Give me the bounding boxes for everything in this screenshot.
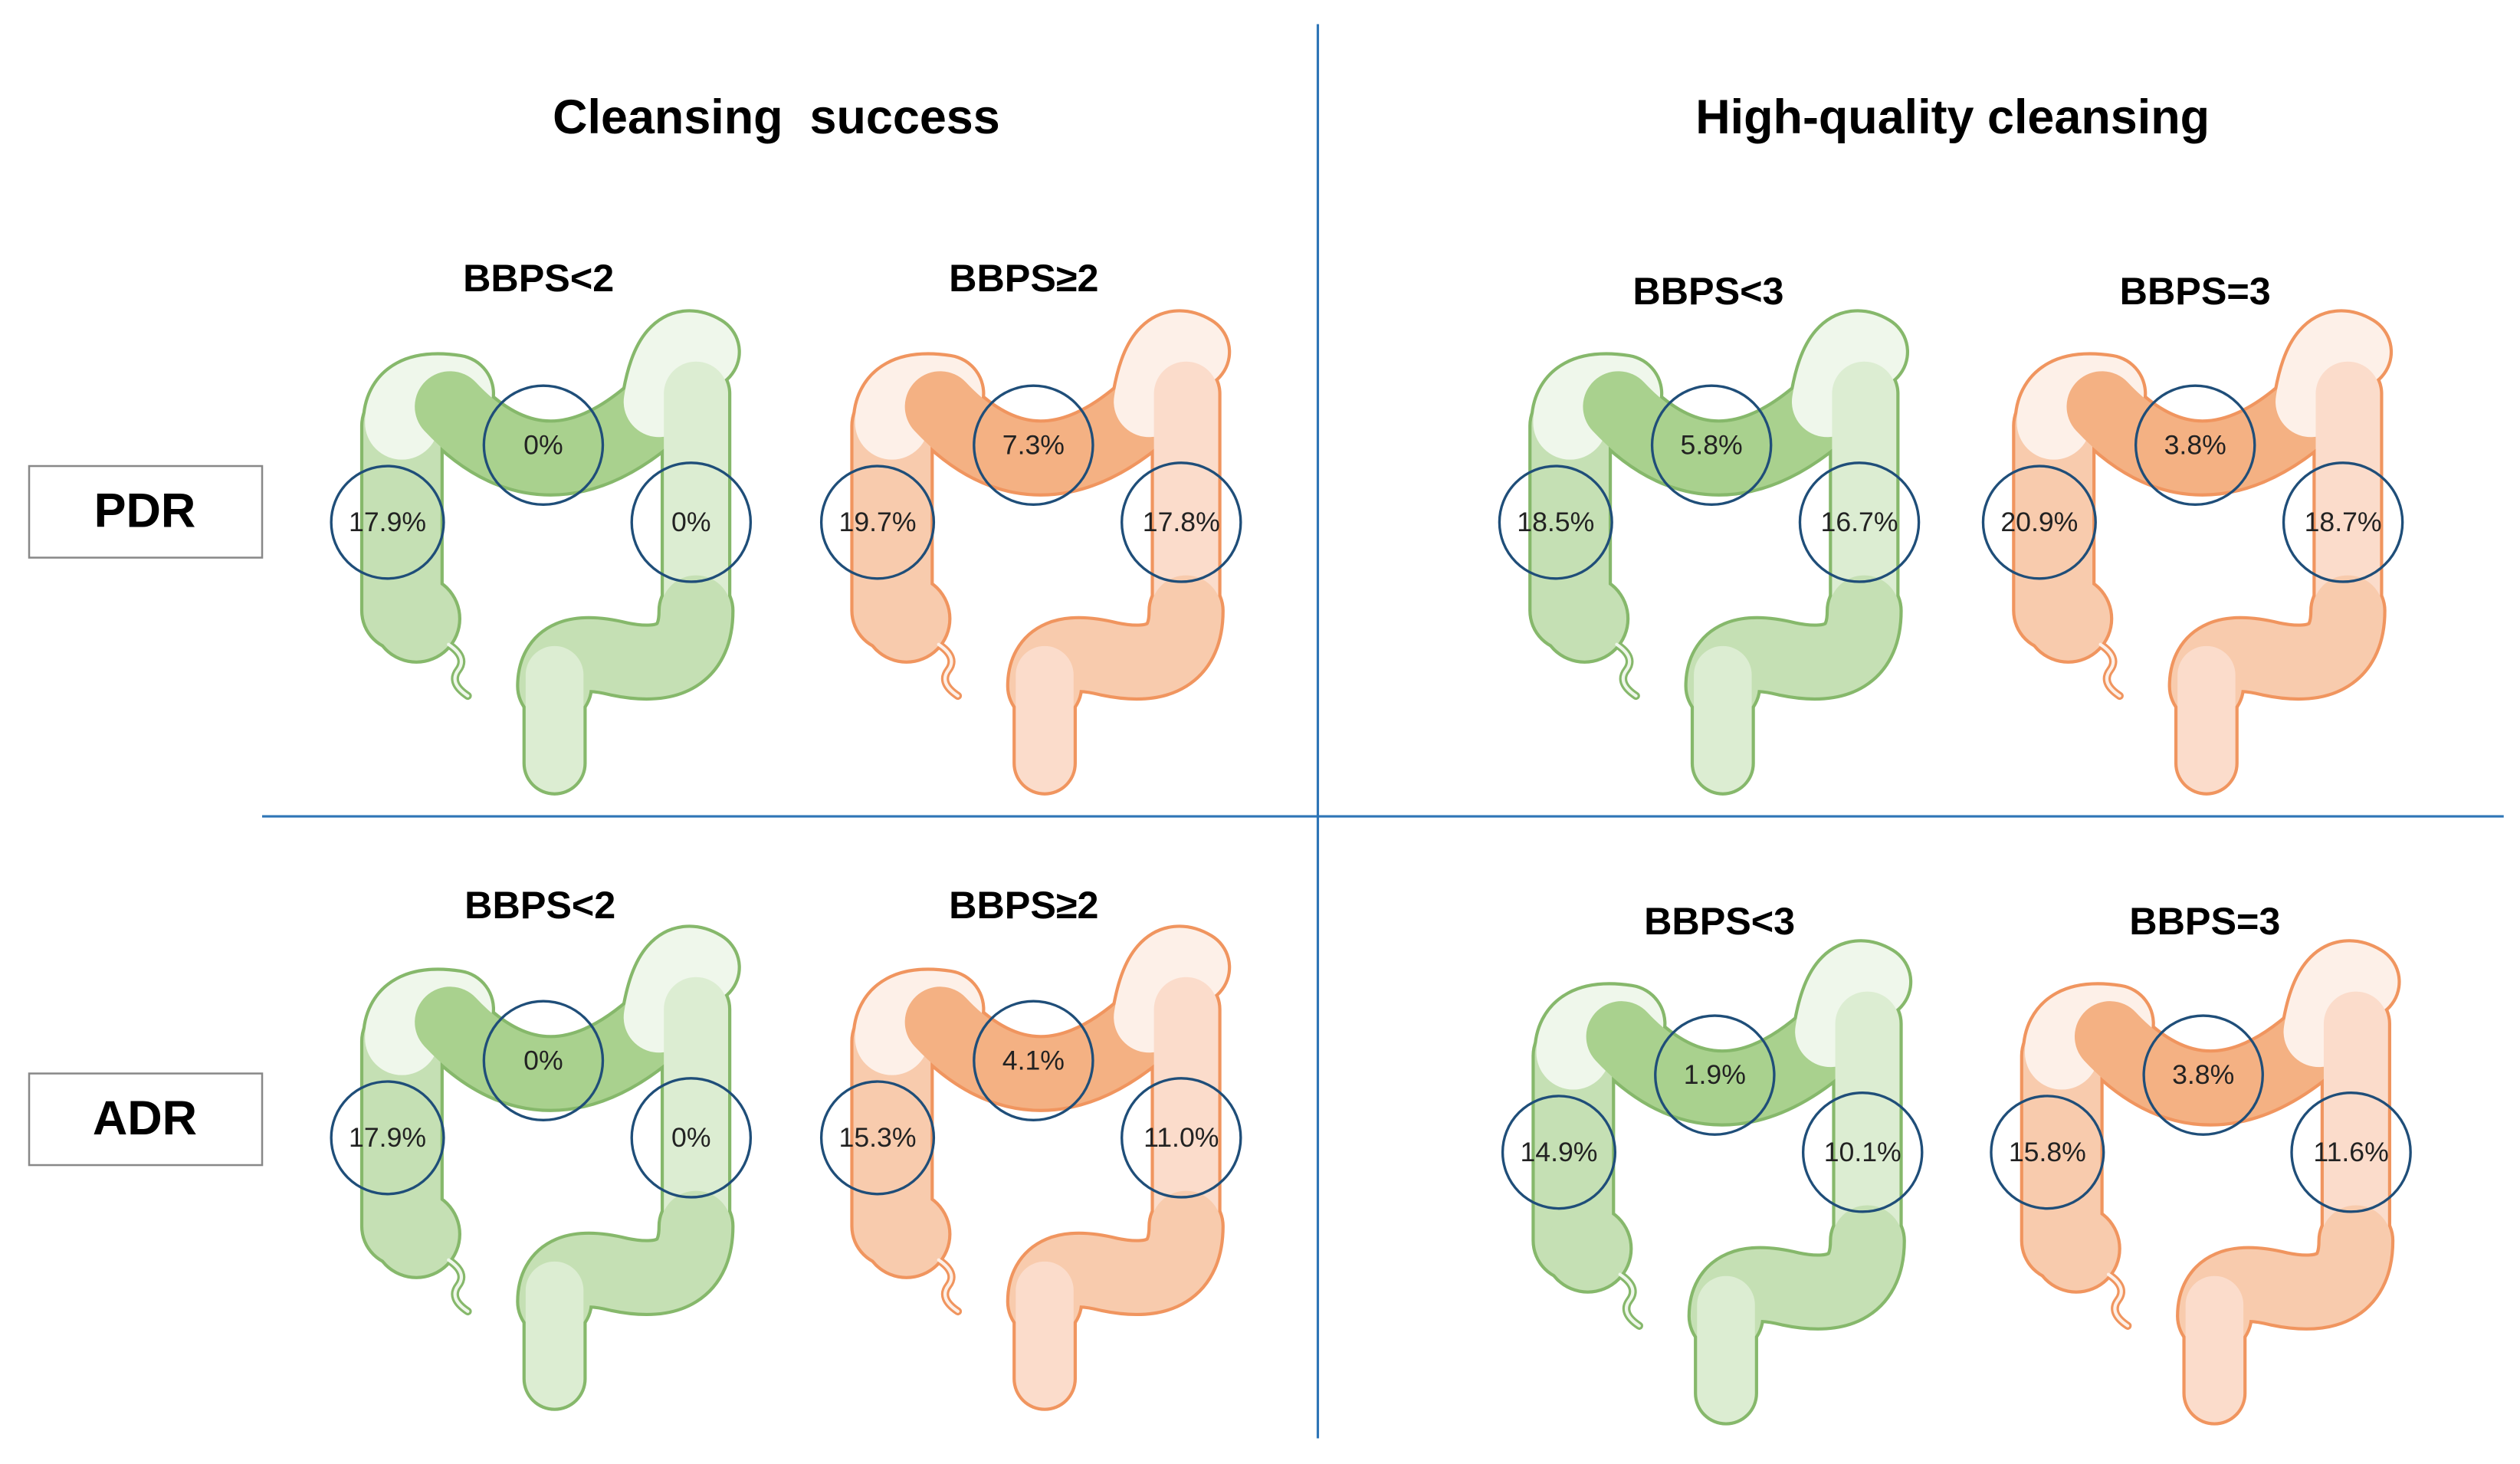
panel-label: BBPS<3: [1632, 269, 1783, 313]
segment-rate: 4.1%: [1002, 1045, 1065, 1075]
segment-rate: 11.6%: [2313, 1137, 2388, 1167]
segment-circle: [1501, 1095, 1617, 1210]
segment-circle: [1650, 384, 1773, 507]
segment-rate: 11.0%: [1144, 1122, 1219, 1153]
segment-rate: 17.9%: [349, 507, 426, 537]
segment-rate: 18.7%: [2305, 507, 2382, 537]
segment-circle: [1798, 461, 1921, 583]
colon-panel: 19.7% 7.3% 17.8%: [819, 347, 1242, 763]
segment-circle: [2134, 384, 2256, 507]
panel-label: BBPS≥2: [949, 883, 1098, 927]
segment-circle: [1981, 464, 2097, 580]
segment-rate: 17.8%: [1143, 507, 1220, 537]
segment-rate: 7.3%: [1002, 429, 1065, 460]
panel-label: BBPS=3: [2120, 269, 2271, 313]
colon-panel: 17.9% 0% 0%: [330, 347, 753, 763]
colon-illustration: [2023, 347, 2354, 763]
segment-rate: 14.9%: [1520, 1137, 1597, 1167]
colon-panel: 18.5% 5.8% 16.7%: [1498, 347, 1921, 763]
panel-label: BBPS=3: [2129, 899, 2280, 943]
row-label-box: [28, 1072, 264, 1167]
segment-rate: 0%: [523, 1045, 563, 1075]
panel-label: BBPS≥2: [949, 256, 1098, 300]
segment-rate: 0%: [671, 507, 710, 537]
segment-rate: 1.9%: [1684, 1059, 1746, 1090]
colon-illustration: [2031, 977, 2363, 1393]
colon-illustration: [861, 963, 1193, 1379]
colon-illustration: [1543, 977, 1874, 1393]
segment-rate: 0%: [523, 429, 563, 460]
segment-circle: [482, 1000, 605, 1122]
colon-illustration: [371, 963, 703, 1379]
segment-circle: [330, 1080, 445, 1196]
column-title: High-quality cleansing: [1695, 90, 2210, 144]
panel-label: BBPS<2: [463, 256, 614, 300]
segment-circle: [630, 461, 753, 583]
segment-rate: 18.5%: [1517, 507, 1594, 537]
colon-illustration: [371, 347, 703, 763]
segment-rate: 10.1%: [1824, 1137, 1901, 1167]
segment-circle: [2282, 461, 2404, 583]
colon-illustration: [861, 347, 1193, 763]
content: Cleansing success High-quality cleansing P…: [28, 90, 2412, 1393]
colon-panel: 14.9% 1.9% 10.1%: [1501, 977, 1924, 1393]
segment-rate: 3.8%: [2164, 429, 2226, 460]
segment-rate: 15.8%: [2009, 1137, 2086, 1167]
segment-circle: [973, 1000, 1094, 1122]
segment-circle: [2142, 1014, 2264, 1136]
segment-circle: [630, 1077, 753, 1199]
segment-circle: [819, 464, 936, 580]
colon-panel: 20.9% 3.8% 18.7%: [1981, 347, 2404, 763]
colon-panel: 17.9% 0% 0%: [330, 963, 753, 1379]
segment-circle: [330, 464, 445, 580]
segment-circle: [2290, 1091, 2412, 1213]
segment-rate: 20.9%: [2000, 507, 2078, 537]
column-title: Cleansing success: [553, 90, 1000, 144]
segment-rate: 17.9%: [349, 1122, 426, 1153]
segment-rate: 3.8%: [2172, 1059, 2234, 1090]
segment-circle: [482, 384, 605, 507]
segment-circle: [819, 1080, 936, 1196]
colon-panel: 15.8% 3.8% 11.6%: [1990, 977, 2412, 1393]
segment-circle: [1801, 1091, 1924, 1213]
segment-rate: 19.7%: [839, 507, 917, 537]
segment-circle: [1121, 1077, 1242, 1199]
segment-rate: 16.7%: [1821, 507, 1898, 537]
panel-label: BBPS<2: [464, 883, 615, 927]
segment-rate: 0%: [671, 1122, 710, 1153]
colon-panel: 15.3% 4.1% 11.0%: [819, 963, 1242, 1379]
panel-label: BBPS<3: [1644, 899, 1795, 943]
segment-rate: 15.3%: [839, 1122, 917, 1153]
segment-circle: [1498, 464, 1613, 580]
segment-circle: [973, 384, 1094, 507]
row-label: ADR: [93, 1091, 197, 1145]
segment-rate: 5.8%: [1681, 429, 1743, 460]
segment-circle: [1990, 1095, 2105, 1210]
row-label-box: [28, 464, 264, 559]
colon-illustration: [1539, 347, 1871, 763]
segment-circle: [1121, 461, 1242, 583]
row-label: PDR: [94, 484, 196, 538]
segment-circle: [1654, 1014, 1776, 1136]
